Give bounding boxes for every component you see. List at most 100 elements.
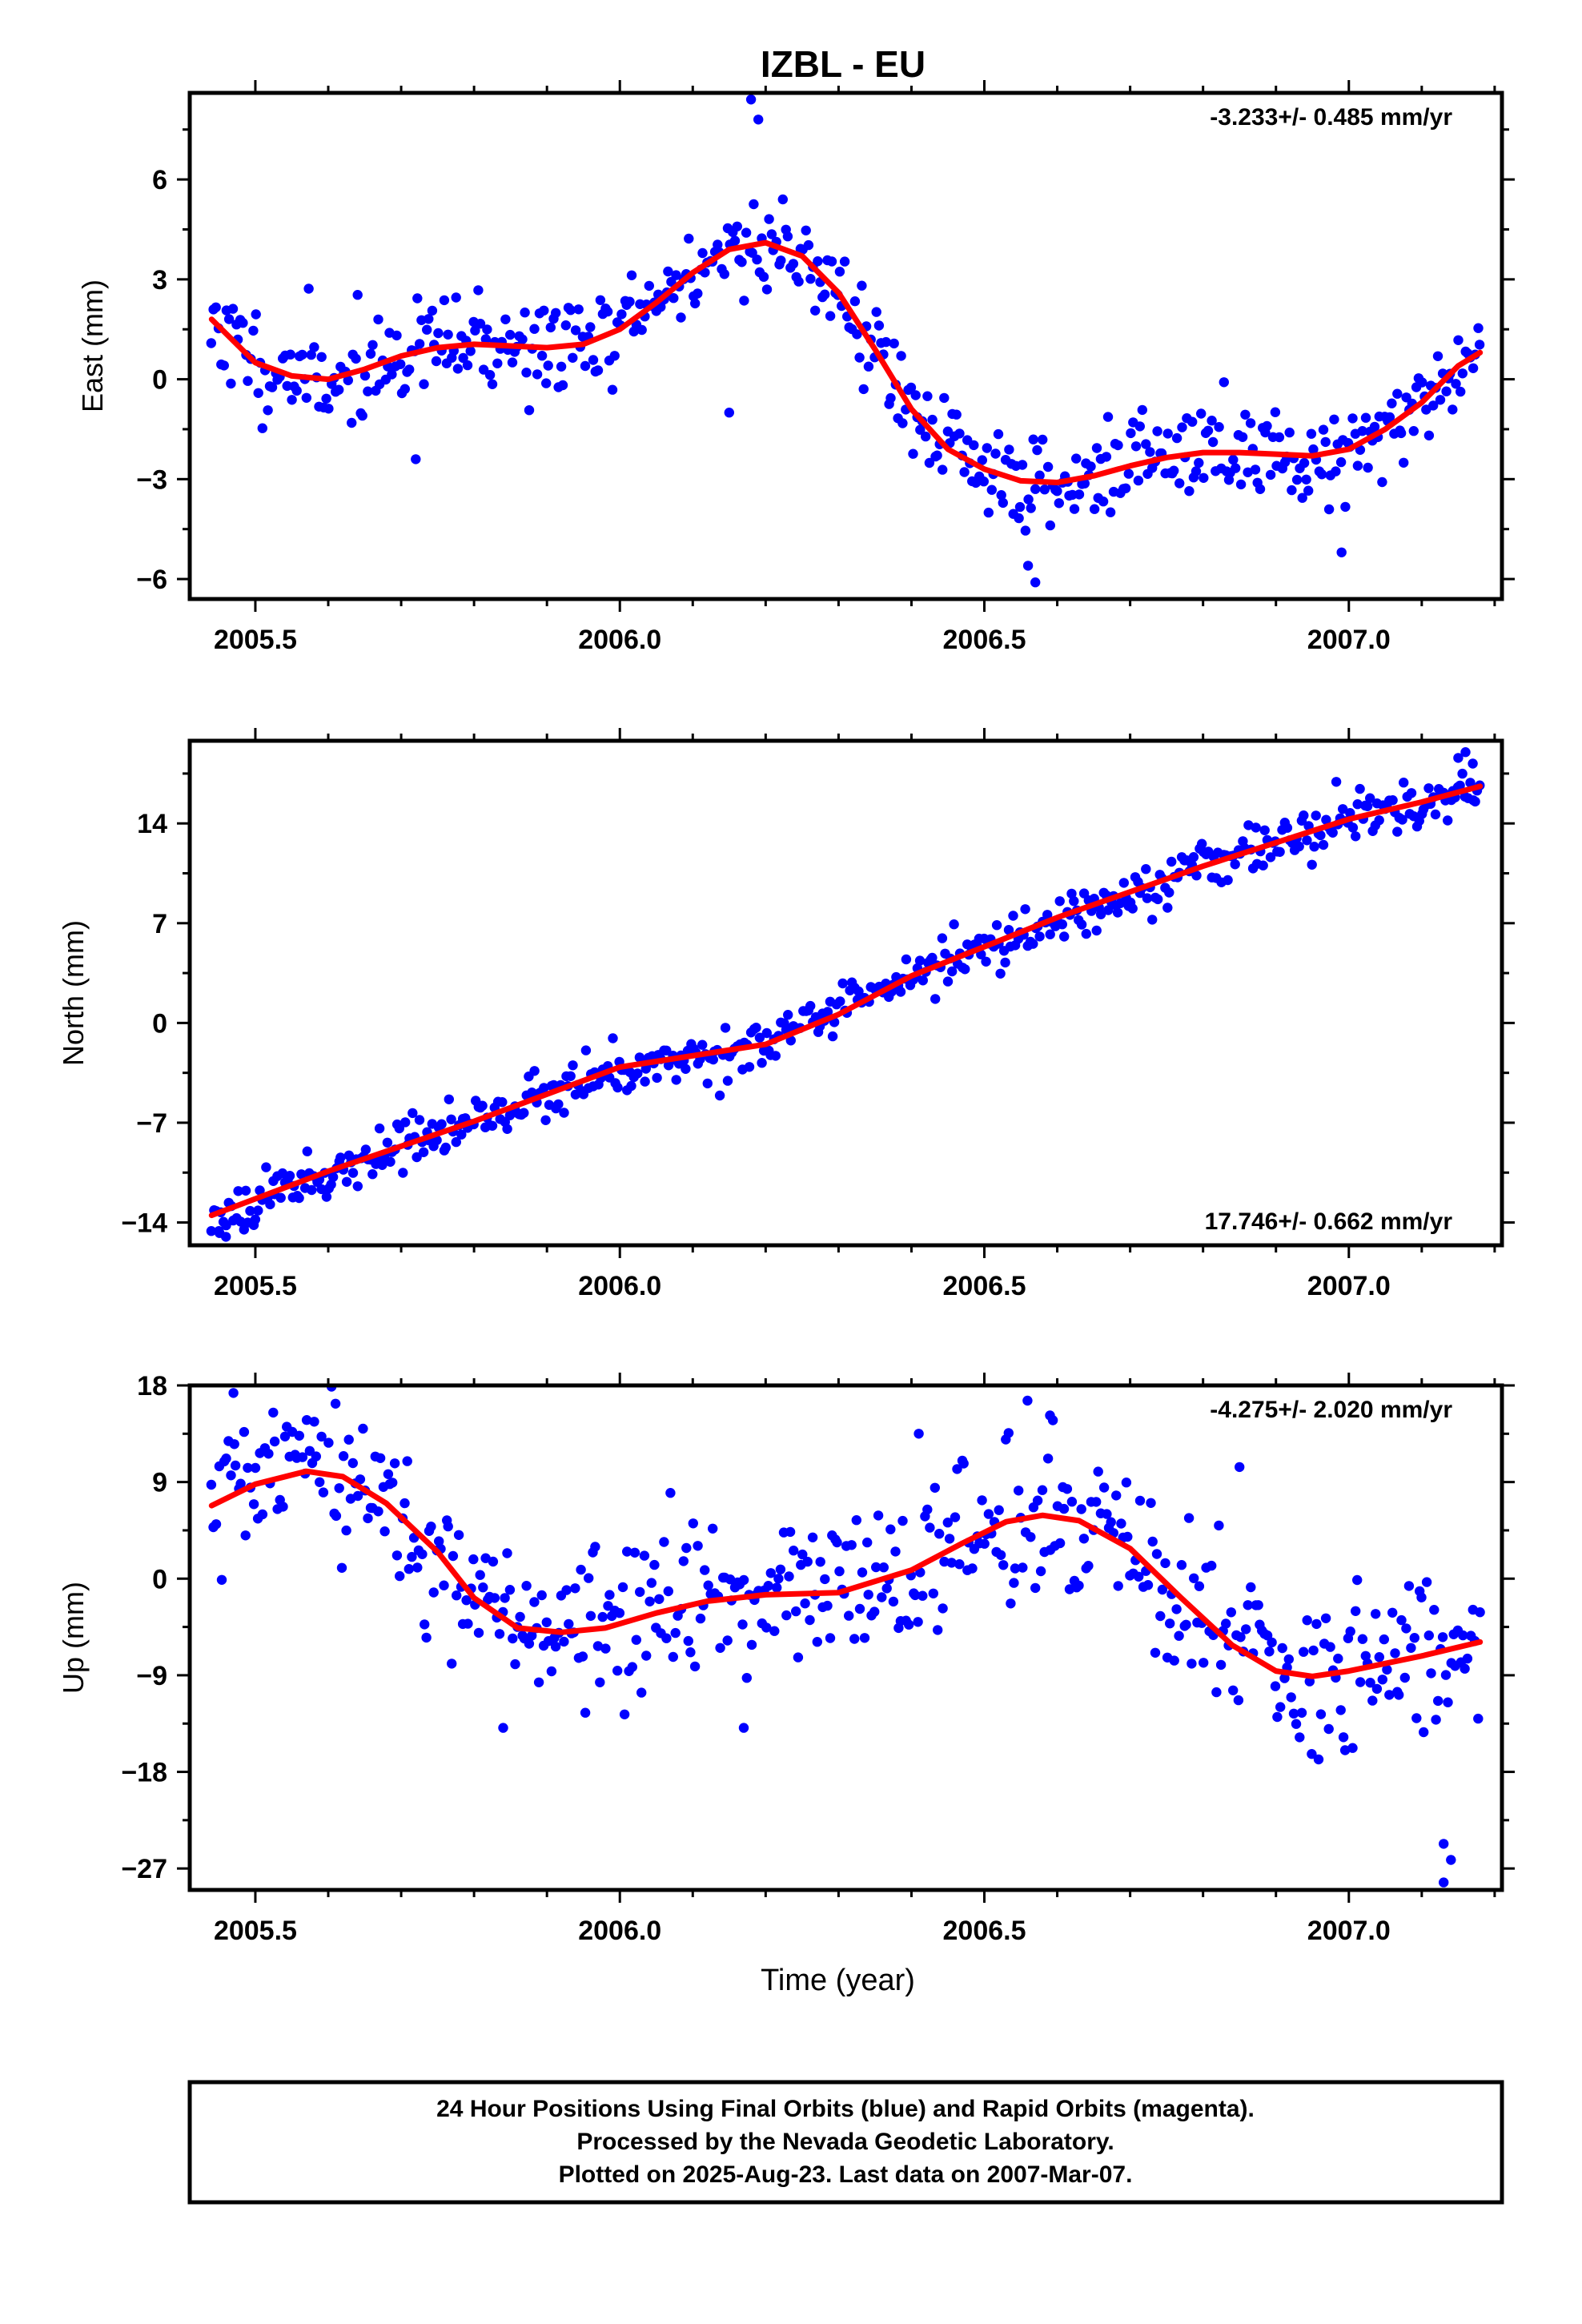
data-point <box>387 369 397 380</box>
data-point <box>365 348 376 359</box>
data-point <box>1423 783 1434 794</box>
data-point <box>661 1633 672 1643</box>
data-point <box>1116 1518 1126 1529</box>
data-point <box>279 1431 291 1442</box>
data-point <box>1066 888 1077 899</box>
data-point <box>1295 1732 1305 1743</box>
data-point <box>1318 424 1329 435</box>
data-point <box>822 1600 833 1611</box>
data-point <box>1316 469 1327 480</box>
data-point <box>1022 561 1034 571</box>
data-point <box>347 1458 358 1469</box>
data-point <box>708 1523 718 1534</box>
data-point <box>1340 501 1351 513</box>
data-point <box>1329 414 1339 424</box>
data-point <box>265 1199 275 1210</box>
data-point <box>719 269 729 279</box>
data-point <box>532 369 543 380</box>
data-point <box>1455 780 1465 791</box>
data-point <box>1339 1745 1351 1755</box>
data-point <box>206 338 216 348</box>
data-point <box>508 1633 518 1644</box>
data-point <box>807 1532 818 1543</box>
data-point <box>612 1082 623 1093</box>
data-point <box>1018 1562 1028 1573</box>
data-point <box>576 1564 586 1575</box>
data-point <box>837 978 848 989</box>
data-point <box>1176 1560 1187 1570</box>
data-point <box>504 1585 516 1595</box>
data-point <box>776 255 786 266</box>
north-panel: 2005.5 2006.0 2006.5 2007.0 −14 −7 0 7 14 North (… <box>57 728 1515 1301</box>
data-point <box>1362 801 1373 811</box>
data-point <box>559 1636 569 1647</box>
data-point <box>967 1563 978 1574</box>
data-point <box>749 199 759 210</box>
data-point <box>379 1526 390 1537</box>
y-tick-label: −14 <box>121 1208 167 1239</box>
data-point <box>1093 1466 1103 1477</box>
data-point <box>1083 1561 1094 1571</box>
data-point <box>913 1429 924 1439</box>
data-point <box>1374 1652 1385 1663</box>
data-point <box>1069 504 1080 514</box>
x-tick-label: 2005.5 <box>214 625 297 655</box>
data-point <box>1299 1647 1309 1657</box>
data-point <box>1152 426 1162 436</box>
data-point <box>221 1454 231 1464</box>
data-point <box>1320 436 1331 448</box>
data-point <box>227 304 239 314</box>
data-point <box>873 320 885 331</box>
data-point <box>595 1677 605 1687</box>
data-point <box>1134 421 1146 432</box>
data-point <box>1303 485 1314 496</box>
data-point <box>1384 412 1395 423</box>
data-point <box>1223 875 1233 886</box>
data-point <box>607 384 618 395</box>
x-tick-label: 2006.0 <box>578 1916 661 1946</box>
data-point <box>825 311 836 321</box>
data-point <box>777 194 788 205</box>
data-point <box>1146 1498 1156 1509</box>
east-panel: 2005.5 2006.0 2006.5 2007.0 −6 −3 0 3 6 East (mm)… <box>76 80 1515 655</box>
data-point <box>316 1431 327 1442</box>
data-point <box>1111 1490 1122 1501</box>
data-point <box>545 322 556 333</box>
footer-line-1: 24 Hour Positions Using Final Orbits (bl… <box>436 2096 1255 2122</box>
plot-frame <box>187 90 1504 601</box>
data-point <box>375 1453 386 1464</box>
data-point <box>1194 457 1204 468</box>
data-point <box>885 1524 896 1534</box>
y-tick-label: 0 <box>152 1564 167 1594</box>
data-point <box>914 955 926 966</box>
data-point <box>1106 1517 1116 1527</box>
data-point <box>480 1553 491 1563</box>
data-point <box>885 392 896 404</box>
data-point <box>383 1469 394 1480</box>
data-point <box>1153 894 1163 905</box>
data-point <box>226 1470 236 1481</box>
data-point <box>577 1651 588 1662</box>
data-point <box>881 336 891 348</box>
data-point <box>580 360 591 372</box>
data-point <box>978 476 990 487</box>
data-point <box>321 393 331 404</box>
data-point <box>1259 825 1270 836</box>
data-point <box>524 1638 535 1649</box>
data-point <box>1186 1659 1197 1669</box>
data-point <box>1042 910 1053 920</box>
data-point <box>741 227 752 238</box>
data-point <box>1352 799 1363 810</box>
data-point <box>1297 493 1307 503</box>
data-point <box>905 382 917 393</box>
data-point <box>303 283 314 294</box>
data-point <box>1032 1495 1043 1506</box>
data-point <box>1184 486 1195 497</box>
data-point <box>546 1666 557 1677</box>
data-point <box>1423 1630 1435 1641</box>
data-point <box>565 305 576 316</box>
data-point <box>1355 783 1365 794</box>
x-tick-label: 2006.5 <box>943 625 1026 655</box>
data-point <box>1028 939 1038 949</box>
data-point <box>993 428 1004 440</box>
